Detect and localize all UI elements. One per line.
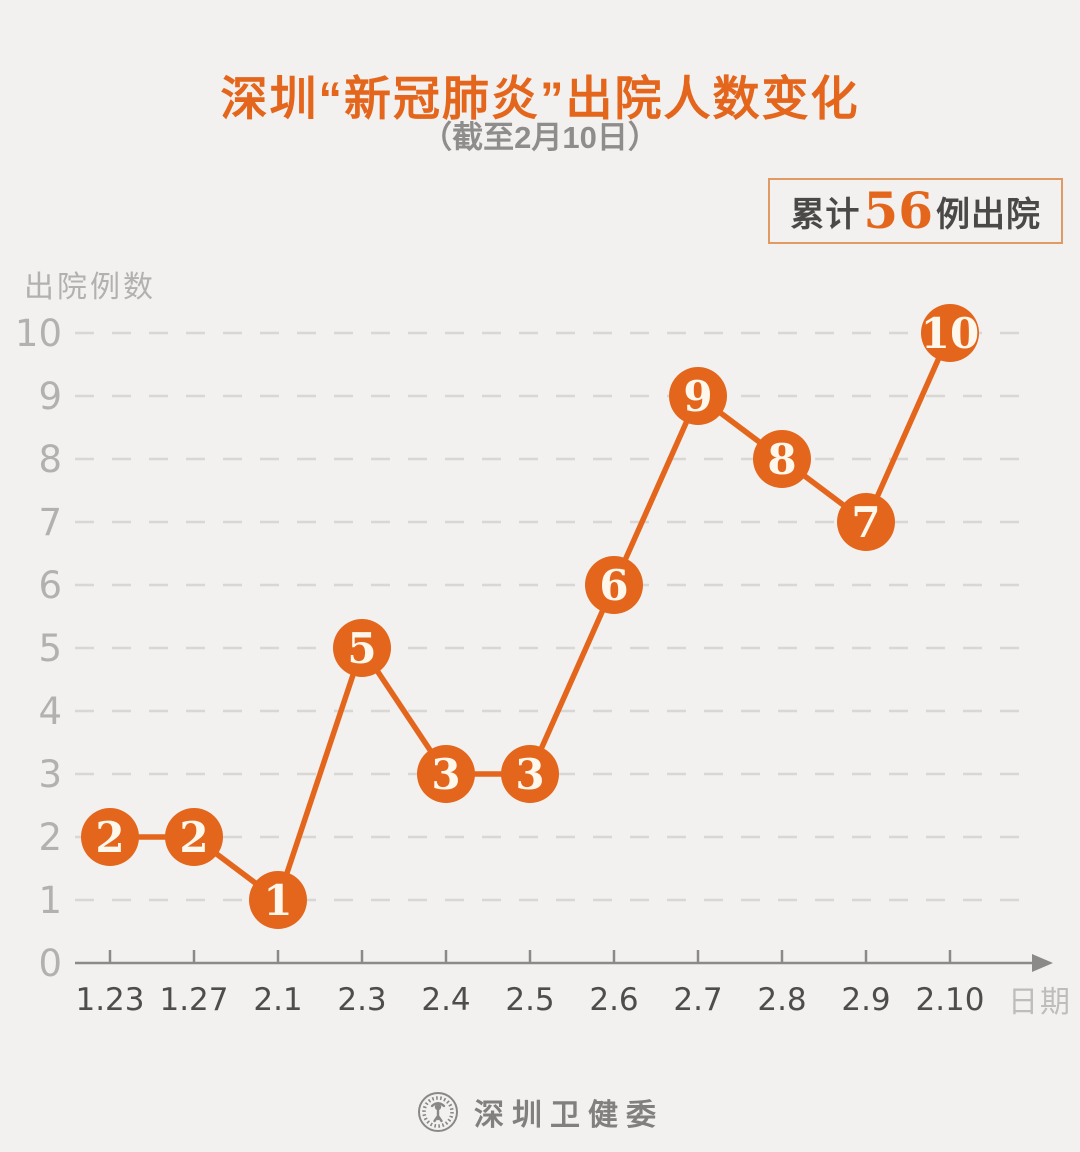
x-tick-label: 2.5: [505, 982, 554, 1018]
badge-prefix: 累计: [790, 195, 861, 234]
health-commission-seal-icon: [418, 1092, 458, 1132]
x-tick-label: 2.9: [841, 982, 890, 1018]
data-point-label: 3: [515, 750, 544, 799]
data-point-marker: [417, 745, 475, 803]
footer-text: 深圳卫健委: [474, 1099, 664, 1132]
data-point-marker: [837, 493, 895, 551]
data-point-label: 1: [263, 876, 292, 925]
data-point-marker: [585, 556, 643, 614]
badge-suffix: 例出院: [936, 195, 1041, 234]
y-tick-label: 2: [38, 816, 62, 859]
y-tick-label: 8: [38, 438, 62, 481]
page-subtitle: （截至2月10日）: [421, 120, 659, 155]
x-axis-arrow: [1032, 954, 1053, 972]
y-tick-label: 5: [38, 627, 62, 670]
x-tick-label: 1.23: [75, 982, 144, 1018]
footer: 深圳卫健委: [0, 1090, 1080, 1134]
y-tick-label: 3: [38, 753, 62, 796]
y-tick-label: 6: [38, 564, 62, 607]
line-chart: 1.23 1.27 2.1 2.3 2.4 2.5 2.6 2.7 2.8 2.9 2.100123…: [15, 304, 1053, 1018]
y-tick-label: 10: [15, 312, 62, 355]
x-tick-label: 2.8: [757, 982, 806, 1018]
data-point-label: 2: [95, 813, 124, 862]
data-point-marker: [921, 304, 979, 362]
x-tick-label: 2.6: [589, 982, 638, 1018]
y-axis-title: 出院例数: [24, 271, 156, 304]
data-point-marker: [81, 808, 139, 866]
badge-number: 56: [863, 181, 933, 240]
data-point-marker: [669, 367, 727, 425]
x-tick-label: 2.10: [915, 982, 984, 1018]
data-point-label: 6: [599, 561, 628, 610]
y-tick-label: 1: [38, 879, 62, 922]
data-line: [110, 331, 953, 903]
x-tick-label: 1.27: [159, 982, 228, 1018]
cumulative-total-badge: 累计 56 例出院: [768, 178, 1063, 244]
data-point-label: 9: [683, 372, 712, 421]
data-point-label: 2: [179, 813, 208, 862]
data-point-label: 5: [347, 624, 376, 673]
y-tick-label: 0: [38, 942, 62, 985]
x-tick-label: 2.7: [673, 982, 722, 1018]
data-point-label: 3: [431, 750, 460, 799]
x-tick-label: 2.1: [253, 982, 302, 1018]
data-point-marker: [333, 619, 391, 677]
data-point-label: 8: [767, 435, 796, 484]
y-tick-label: 7: [38, 501, 62, 544]
x-tick-label: 2.4: [421, 982, 470, 1018]
y-tick-label: 9: [38, 375, 62, 418]
y-tick-label: 4: [38, 690, 62, 733]
data-point-marker: [165, 808, 223, 866]
x-axis-title: 日期: [1008, 986, 1072, 1019]
x-tick-label: 2.3: [337, 982, 386, 1018]
data-point-marker: [501, 745, 559, 803]
page-title: 深圳“新冠肺炎”出院人数变化: [220, 72, 860, 126]
data-point-label: 7: [851, 498, 880, 547]
data-point-marker: [753, 430, 811, 488]
data-point-label: 10: [921, 309, 979, 358]
data-point-marker: [249, 871, 307, 929]
